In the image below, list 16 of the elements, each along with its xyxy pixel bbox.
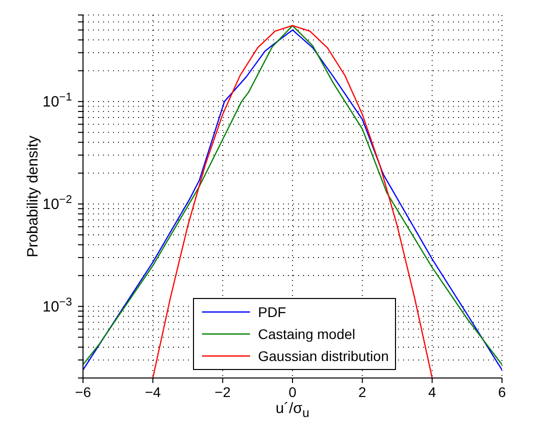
y-axis-title: Probability density <box>24 136 42 258</box>
x-tick-label: −4 <box>144 384 162 400</box>
x-tick-label: 4 <box>428 384 436 400</box>
x-tick-label: 2 <box>358 384 366 400</box>
y-tick-label: 10$^{−3}$ <box>42 296 72 316</box>
x-axis-title: u´/σ$_{u}$ <box>274 400 310 420</box>
y-tick-label: 10$^{−2}$ <box>42 194 72 213</box>
x-tick-label: 0 <box>288 384 297 400</box>
x-tick-label: −2 <box>214 384 231 400</box>
line-series <box>152 24 433 378</box>
legend-label: PDF <box>258 304 286 320</box>
y-tick-label: 10$^{−1}$ <box>42 92 72 111</box>
legend-label: Castaing model <box>258 326 356 342</box>
legend-label: Gaussian distribution <box>258 348 389 364</box>
x-tick-label: −6 <box>75 384 92 400</box>
x-tick-label: 6 <box>498 384 506 400</box>
